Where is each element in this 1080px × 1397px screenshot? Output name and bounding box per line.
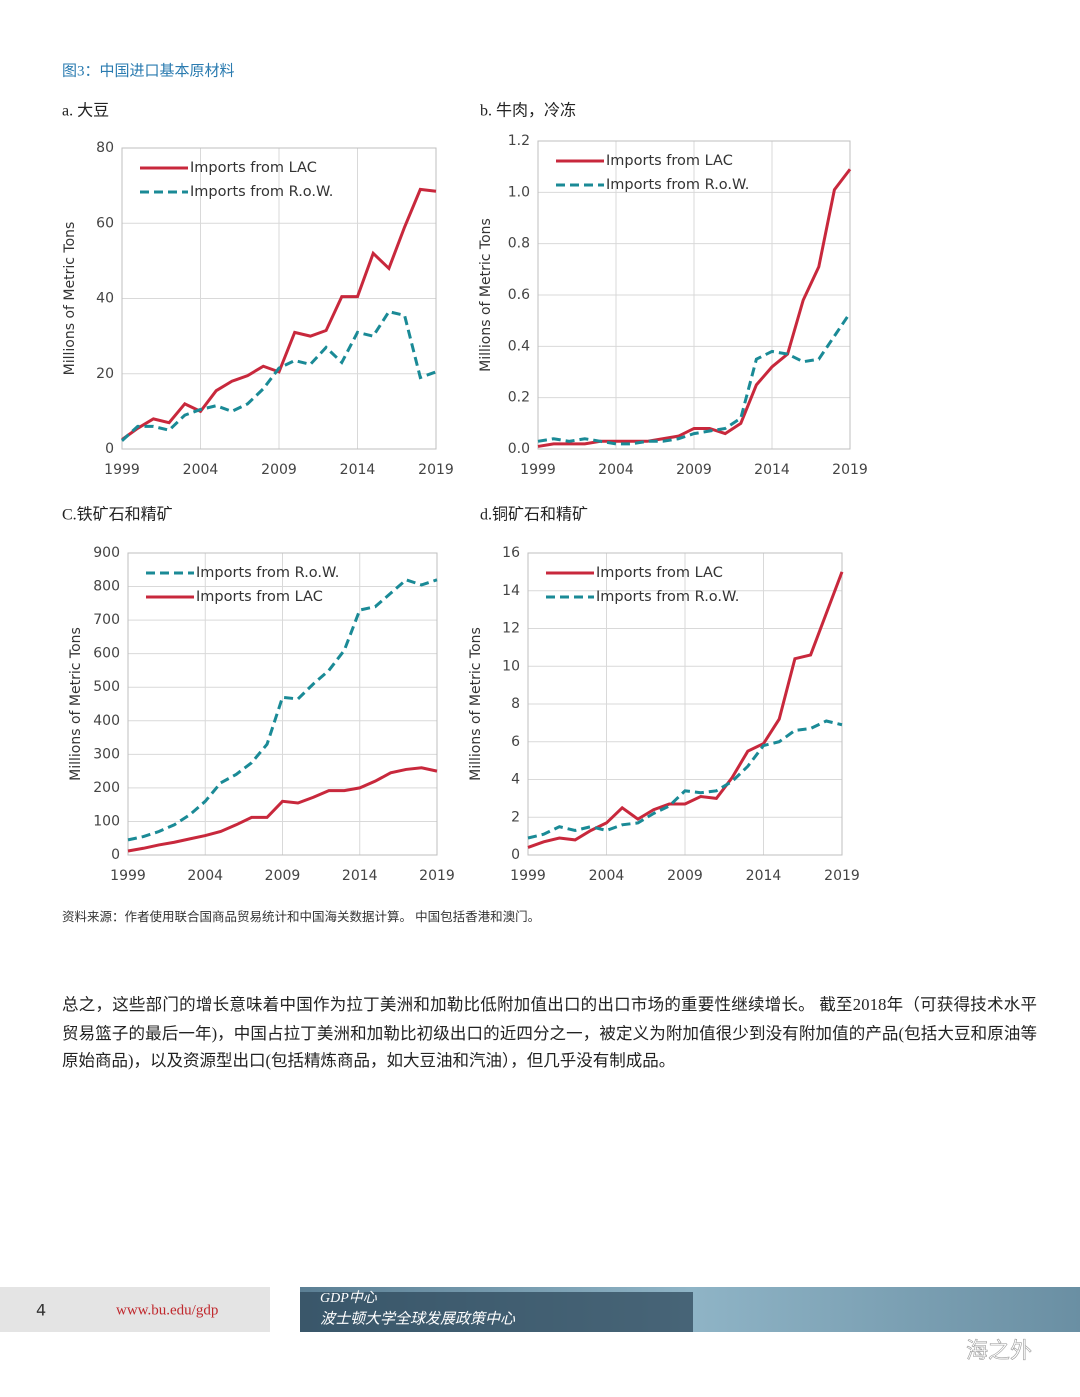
y-tick-label: 6	[511, 734, 520, 750]
y-tick-label: 0.2	[508, 390, 530, 406]
legend-label: Imports from LAC	[190, 160, 317, 176]
y-tick-label: 8	[511, 696, 520, 712]
x-tick-label: 1999	[110, 868, 146, 884]
y-axis-label: Millions of Metric Tons	[478, 218, 494, 372]
x-tick-label: 2014	[342, 868, 378, 884]
legend-label: Imports from R.o.W.	[190, 184, 333, 200]
legend-label: Imports from LAC	[196, 589, 323, 605]
y-tick-label: 80	[96, 140, 114, 156]
plot-frame	[537, 140, 851, 450]
chart-title: a. 大豆	[62, 102, 109, 120]
source-note: 资料来源：作者使用联合国商品贸易统计和中国海关数据计算。 中国包括香港和澳门。	[62, 909, 540, 924]
plot-frame	[127, 552, 438, 856]
x-tick-label: 2019	[419, 868, 455, 884]
y-tick-label: 600	[93, 646, 120, 662]
legend-label: Imports from LAC	[606, 153, 733, 169]
paragraph-line: 原始商品)，以及资源型出口(包括精炼商品，如大豆油和汽油），但几乎没有制成品。	[62, 1051, 675, 1070]
chart-title: d.铜矿石和精矿	[480, 506, 588, 524]
figure-title: 图3：中国进口基本原材料	[62, 62, 235, 79]
banner-subtitle: 波士顿大学全球发展政策中心	[320, 1310, 516, 1327]
legend-label: Imports from R.o.W.	[606, 177, 749, 193]
plot-frame	[121, 147, 437, 450]
paragraph-line: 贸易篮子的最后一年)，中国占拉丁美洲和加勒比初级出口的近四分之一，被定义为附加值…	[62, 1024, 1037, 1043]
paragraph-line: 总之，这些部门的增长意味着中国作为拉丁美洲和加勒比低附加值出口的出口市场的重要性…	[62, 995, 1037, 1014]
y-tick-label: 0	[111, 847, 120, 863]
x-tick-label: 2009	[676, 462, 712, 478]
series-line	[127, 766, 438, 853]
y-tick-label: 60	[96, 215, 114, 231]
y-tick-label: 0.6	[508, 287, 530, 303]
y-axis-label: Millions of Metric Tons	[62, 222, 78, 376]
chart-title: C.铁矿石和精矿	[62, 506, 173, 524]
x-tick-label: 1999	[104, 462, 140, 478]
y-tick-label: 4	[511, 772, 520, 788]
plot-frame	[527, 552, 843, 856]
y-tick-label: 12	[502, 621, 520, 637]
x-tick-label: 2014	[754, 462, 790, 478]
x-tick-label: 2004	[598, 462, 634, 478]
y-tick-label: 0.0	[508, 441, 530, 457]
y-tick-label: 400	[93, 713, 120, 729]
y-tick-label: 2	[511, 809, 520, 825]
y-tick-label: 0.4	[508, 338, 530, 354]
series-line	[527, 719, 843, 840]
page-number: 4	[36, 1301, 46, 1320]
y-tick-label: 20	[96, 366, 114, 382]
y-tick-label: 700	[93, 612, 120, 628]
legend-label: Imports from LAC	[596, 565, 723, 581]
footer-url: www.bu.edu/gdp	[116, 1302, 218, 1318]
series-line	[120, 309, 437, 442]
x-tick-label: 1999	[510, 868, 546, 884]
x-tick-label: 2014	[746, 868, 782, 884]
y-tick-label: 500	[93, 679, 120, 695]
footer-box	[0, 1287, 270, 1332]
x-tick-label: 2019	[832, 462, 868, 478]
watermark: 海之外	[966, 1339, 1032, 1364]
banner-title: GDP中心	[320, 1290, 378, 1306]
series-line	[121, 187, 437, 441]
y-tick-label: 100	[93, 813, 120, 829]
y-axis-label: Millions of Metric Tons	[68, 627, 84, 781]
y-tick-label: 800	[93, 579, 120, 595]
series-line	[527, 571, 844, 849]
x-tick-label: 2004	[183, 462, 219, 478]
y-tick-label: 0.8	[508, 236, 530, 252]
x-tick-label: 2004	[589, 868, 625, 884]
y-tick-label: 300	[93, 746, 120, 762]
y-tick-label: 40	[96, 291, 114, 307]
x-tick-label: 1999	[520, 462, 556, 478]
x-tick-label: 2004	[187, 868, 223, 884]
y-tick-label: 16	[502, 545, 520, 561]
x-tick-label: 2009	[667, 868, 703, 884]
x-tick-label: 2019	[418, 462, 454, 478]
banner-overlay	[300, 1292, 693, 1332]
y-tick-label: 0	[105, 441, 114, 457]
x-tick-label: 2014	[340, 462, 376, 478]
y-tick-label: 1.0	[508, 184, 530, 200]
x-tick-label: 2009	[265, 868, 301, 884]
legend-label: Imports from R.o.W.	[196, 565, 339, 581]
y-tick-label: 200	[93, 780, 120, 796]
x-tick-label: 2019	[824, 868, 860, 884]
y-tick-label: 900	[93, 545, 120, 561]
series-line	[537, 168, 852, 448]
y-axis-label: Millions of Metric Tons	[468, 627, 484, 781]
y-tick-label: 1.2	[508, 133, 530, 149]
x-tick-label: 2009	[261, 462, 297, 478]
y-tick-label: 14	[502, 583, 520, 599]
series-line	[537, 312, 852, 446]
y-tick-label: 0	[511, 847, 520, 863]
y-tick-label: 10	[502, 658, 520, 674]
legend-label: Imports from R.o.W.	[596, 589, 739, 605]
chart-title: b. 牛肉，冷冻	[480, 102, 576, 120]
